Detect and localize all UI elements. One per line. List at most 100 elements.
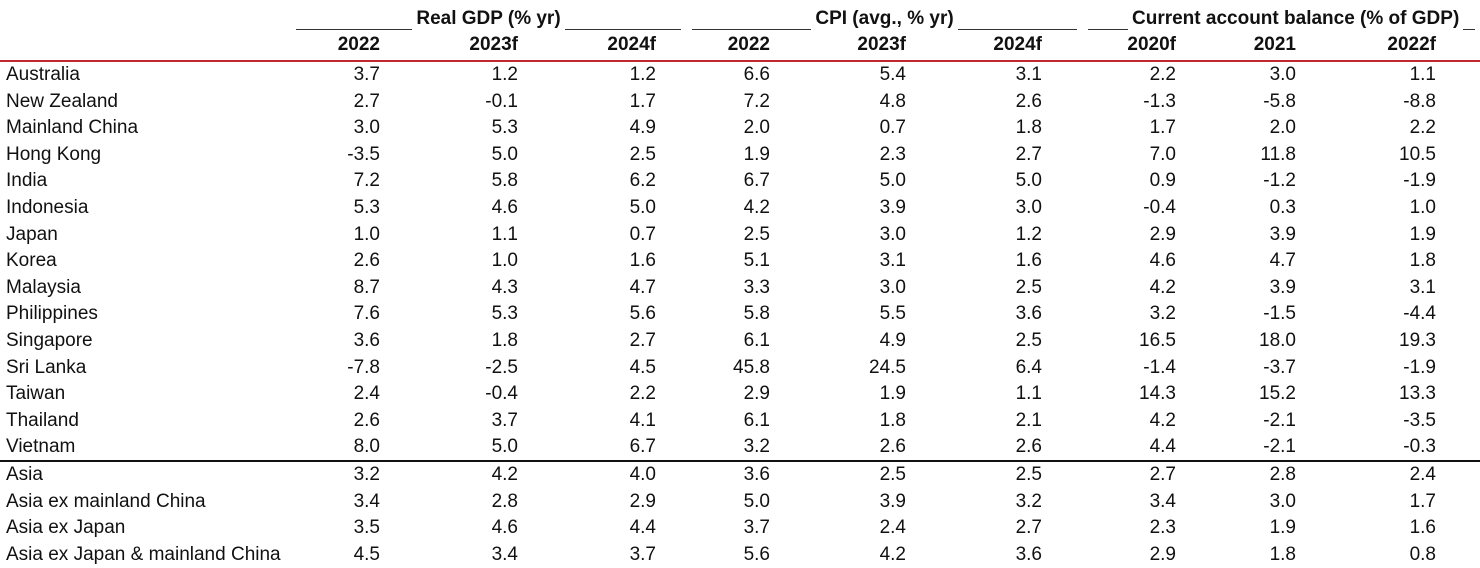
year-header: 2021 xyxy=(1253,34,1296,55)
table-row: Vietnam 8.0 5.0 6.7 3.2 2.6 2.6 4.4 -2.1 -0.3 xyxy=(0,434,1480,461)
table-row: Mainland China 3.0 5.3 4.9 2.0 0.7 1.8 1.7 2.0 2.… xyxy=(0,115,1480,142)
table-cell: 4.2 xyxy=(1149,276,1176,298)
table-cell: -3.7 xyxy=(1263,356,1296,378)
table-cell: 1.2 xyxy=(1015,223,1042,245)
table-cell: 4.2 xyxy=(1149,409,1176,431)
table-cell: 0.9 xyxy=(1149,170,1176,192)
table-cell: 6.1 xyxy=(743,409,770,431)
table-cell: 2.6 xyxy=(1015,436,1042,458)
table-cell: 2.7 xyxy=(1015,517,1042,539)
row-label: Vietnam xyxy=(6,436,76,458)
table-cell: 0.7 xyxy=(879,117,906,139)
row-label: Indonesia xyxy=(6,196,89,218)
table-row: India 7.2 5.8 6.2 6.7 5.0 5.0 0.9 -1.2 -1.9 xyxy=(0,168,1480,195)
row-label: Japan xyxy=(6,223,58,245)
table-cell: -2.5 xyxy=(485,356,518,378)
table-cell: 1.0 xyxy=(1409,196,1436,218)
table-cell: 5.0 xyxy=(491,436,518,458)
table-cell: 2.7 xyxy=(353,90,380,112)
table-cell: 3.6 xyxy=(1015,303,1042,325)
table-cell: 5.0 xyxy=(743,490,770,512)
table-cell: -5.8 xyxy=(1263,90,1296,112)
table-cell: 2.6 xyxy=(353,409,380,431)
year-header: 2024f xyxy=(607,34,656,55)
table-cell: 3.4 xyxy=(1149,490,1176,512)
row-label: Korea xyxy=(6,250,57,272)
table-body: Australia 3.7 1.2 1.2 6.6 5.4 3.1 2.2 3.0 1.1 New … xyxy=(0,62,1480,568)
table-cell: 2.4 xyxy=(1409,463,1436,485)
table-cell: 3.6 xyxy=(1015,543,1042,565)
table-cell: 5.0 xyxy=(1015,170,1042,192)
table-cell: 8.0 xyxy=(353,436,380,458)
group-title-current-account: Current account balance (% of GDP) xyxy=(1132,8,1460,29)
table-cell: 1.6 xyxy=(1015,250,1042,272)
row-label: Asia ex Japan xyxy=(6,517,126,539)
row-label: Mainland China xyxy=(6,117,139,139)
table-cell: 0.8 xyxy=(1409,543,1436,565)
table-cell: 2.4 xyxy=(353,383,380,405)
table-cell: 2.9 xyxy=(629,490,656,512)
table-cell: 3.6 xyxy=(743,463,770,485)
table-cell: 18.0 xyxy=(1259,329,1296,351)
table-cell: 3.0 xyxy=(1015,196,1042,218)
table-cell: 2.6 xyxy=(1015,90,1042,112)
table-cell: 2.9 xyxy=(743,383,770,405)
table-cell: 4.9 xyxy=(879,329,906,351)
table-cell: -1.9 xyxy=(1403,170,1436,192)
table-cell: -7.8 xyxy=(347,356,380,378)
table-cell: 7.2 xyxy=(743,90,770,112)
table-cell: 24.5 xyxy=(869,356,906,378)
table-cell: 4.6 xyxy=(1149,250,1176,272)
row-label: Asia ex Japan & mainland China xyxy=(6,543,281,565)
table-cell: 3.2 xyxy=(353,463,380,485)
table-cell: 2.5 xyxy=(1015,463,1042,485)
year-header-row: 2022 2023f 2024f 2022 2023f 2024f 2020f … xyxy=(0,34,1480,60)
table-cell: 5.6 xyxy=(629,303,656,325)
table-cell: 3.6 xyxy=(353,329,380,351)
table-cell: 3.4 xyxy=(353,490,380,512)
table-cell: 7.2 xyxy=(353,170,380,192)
table-cell: 3.9 xyxy=(1269,276,1296,298)
table-cell: 2.5 xyxy=(1015,329,1042,351)
table-row: New Zealand 2.7 -0.1 1.7 7.2 4.8 2.6 -1.3 -5.8 -8… xyxy=(0,89,1480,116)
table-cell: 3.5 xyxy=(353,517,380,539)
table-cell: 1.9 xyxy=(743,143,770,165)
table-cell: 2.7 xyxy=(1015,143,1042,165)
table-row: Indonesia 5.3 4.6 5.0 4.2 3.9 3.0 -0.4 0.3 1.0 xyxy=(0,195,1480,222)
year-header: 2022 xyxy=(727,34,770,55)
row-label: Philippines xyxy=(6,303,98,325)
table-cell: 5.6 xyxy=(743,543,770,565)
table-cell: -1.2 xyxy=(1263,170,1296,192)
table-cell: 1.0 xyxy=(491,250,518,272)
table-cell: -2.1 xyxy=(1263,409,1296,431)
table-cell: 5.0 xyxy=(491,143,518,165)
table-cell: 5.8 xyxy=(743,303,770,325)
group-title-real-gdp: Real GDP (% yr) xyxy=(416,8,561,29)
table-cell: 7.6 xyxy=(353,303,380,325)
table-row: Japan 1.0 1.1 0.7 2.5 3.0 1.2 2.9 3.9 1.9 xyxy=(0,222,1480,249)
year-header: 2020f xyxy=(1127,34,1176,55)
table-cell: 5.4 xyxy=(879,64,906,85)
table-cell: 3.0 xyxy=(1269,64,1296,85)
table-cell: 3.9 xyxy=(1269,223,1296,245)
table-cell: 16.5 xyxy=(1139,329,1176,351)
table-cell: 2.2 xyxy=(1149,64,1176,85)
table-cell: -0.1 xyxy=(485,90,518,112)
header-rule xyxy=(0,60,1480,62)
table-cell: 8.7 xyxy=(353,276,380,298)
table-cell: 1.2 xyxy=(491,64,518,85)
table-cell: 3.0 xyxy=(353,117,380,139)
table-cell: 1.7 xyxy=(629,90,656,112)
table-cell: 4.4 xyxy=(1149,436,1176,458)
table-cell: -8.8 xyxy=(1403,90,1436,112)
year-header: 2022 xyxy=(337,34,380,55)
table-cell: 1.1 xyxy=(491,223,518,245)
table-cell: 1.8 xyxy=(1409,250,1436,272)
table-cell: 3.2 xyxy=(743,436,770,458)
table-cell: -3.5 xyxy=(347,143,380,165)
row-label: New Zealand xyxy=(6,90,118,112)
table-cell: 5.1 xyxy=(743,250,770,272)
aggregate-rule xyxy=(0,460,1480,462)
table-cell: 1.9 xyxy=(1269,517,1296,539)
table-cell: 1.7 xyxy=(1149,117,1176,139)
